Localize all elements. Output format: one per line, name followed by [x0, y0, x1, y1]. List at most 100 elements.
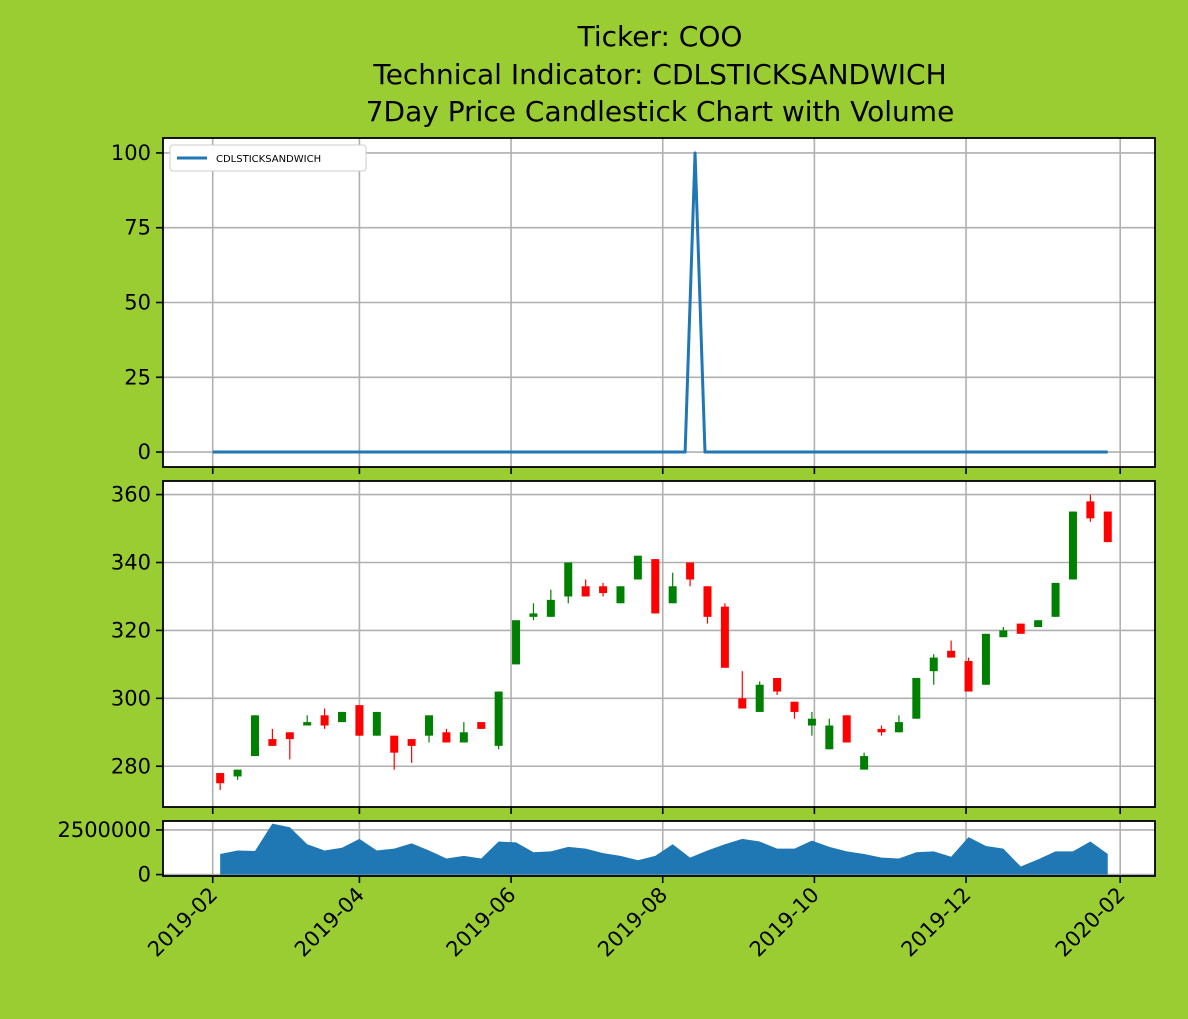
candle [755, 681, 764, 712]
candle-body [651, 559, 660, 614]
candle [981, 633, 990, 685]
candle [651, 559, 660, 614]
price-y-tick-label: 280 [111, 754, 151, 778]
candle [929, 654, 938, 685]
candle-body [807, 718, 816, 726]
indicator-panel: 0 25 50 75 100 CDLSTICKSANDWICH [111, 137, 1156, 474]
legend-box [169, 144, 367, 172]
candle-body [320, 715, 329, 726]
candle [720, 603, 729, 668]
candle [1034, 620, 1043, 628]
candle [825, 718, 834, 750]
indicator-y-tick-label: 50 [124, 291, 151, 315]
chart-title: Ticker: COO Technical Indicator: CDLSTIC… [366, 20, 955, 128]
candle-body [459, 732, 468, 743]
candle-body [1068, 511, 1077, 580]
candle-body [720, 606, 729, 668]
candle [564, 562, 573, 604]
candle [773, 677, 782, 695]
candle [390, 735, 399, 770]
candle-body [825, 725, 834, 750]
candle-body [250, 715, 259, 757]
candle-body [860, 756, 869, 770]
candle [425, 715, 434, 743]
indicator-y-tick-label: 25 [124, 365, 151, 389]
candle [807, 711, 816, 736]
candle-body [407, 739, 416, 746]
candle [894, 715, 903, 733]
candle [338, 711, 347, 723]
price-plot-area [163, 481, 1155, 807]
candle [303, 715, 312, 726]
candle [477, 722, 486, 729]
title-line-3: 7Day Price Candlestick Chart with Volume [366, 95, 955, 128]
candle [633, 555, 642, 580]
candle [494, 691, 503, 750]
candle [703, 586, 712, 624]
candle [1068, 511, 1077, 580]
candle-body [303, 722, 312, 726]
candle-body [268, 739, 277, 746]
candle [912, 677, 921, 719]
price-panel: 280 300 320 340 360 [111, 480, 1156, 814]
title-line-1: Ticker: COO [577, 20, 743, 53]
candle [546, 589, 555, 617]
candle-body [1016, 623, 1025, 634]
candle [1086, 494, 1095, 522]
candle [599, 582, 608, 597]
price-y-tick-label: 320 [111, 618, 151, 642]
candle [268, 728, 277, 746]
candle-body [703, 586, 712, 617]
title-line-2: Technical Indicator: CDLSTICKSANDWICH [372, 58, 946, 91]
candle-body [529, 613, 538, 617]
candle [442, 728, 451, 743]
price-y-tick-label: 300 [111, 686, 151, 710]
candle [233, 769, 242, 780]
candle-body [738, 698, 747, 709]
candle-body [1051, 582, 1060, 617]
candle-body [285, 732, 294, 740]
candle [250, 715, 259, 757]
volume-border [162, 820, 1156, 877]
candle [947, 640, 956, 658]
indicator-y-tick-label: 0 [138, 440, 151, 464]
candle-body [912, 677, 921, 719]
candle [459, 722, 468, 743]
candle [512, 620, 521, 665]
volume-area [220, 823, 1108, 875]
candle-body [512, 620, 521, 665]
candle [1016, 623, 1025, 634]
candle [320, 708, 329, 729]
candle [964, 657, 973, 692]
candle-body [494, 691, 503, 746]
candle-body [1086, 501, 1095, 519]
candle-body [1034, 620, 1043, 628]
candle-body [999, 630, 1008, 638]
candle-body [599, 586, 608, 594]
candle-body [338, 711, 347, 723]
candle [581, 579, 590, 597]
volume-y-tick-label: 2500000 [57, 818, 151, 842]
candle [686, 562, 695, 587]
candle-body [964, 660, 973, 692]
candle-body [355, 705, 364, 736]
candle [790, 701, 799, 719]
candle-body [668, 586, 677, 604]
candle-body [477, 722, 486, 729]
indicator-y-tick-label: 75 [124, 216, 151, 240]
candle-body [877, 728, 886, 733]
price-y-tick-label: 360 [111, 483, 151, 507]
candle-body [842, 715, 851, 743]
candle-body [981, 633, 990, 685]
indicator-y-tick-label: 100 [111, 141, 151, 165]
price-border [162, 480, 1156, 808]
candle-body [372, 711, 381, 736]
candle [355, 705, 364, 736]
candle [860, 752, 869, 770]
candle-body [216, 773, 225, 784]
candle [216, 773, 225, 791]
volume-panel: 0 2500000 [57, 818, 1156, 887]
candle [372, 711, 381, 736]
candle-body [686, 562, 695, 580]
